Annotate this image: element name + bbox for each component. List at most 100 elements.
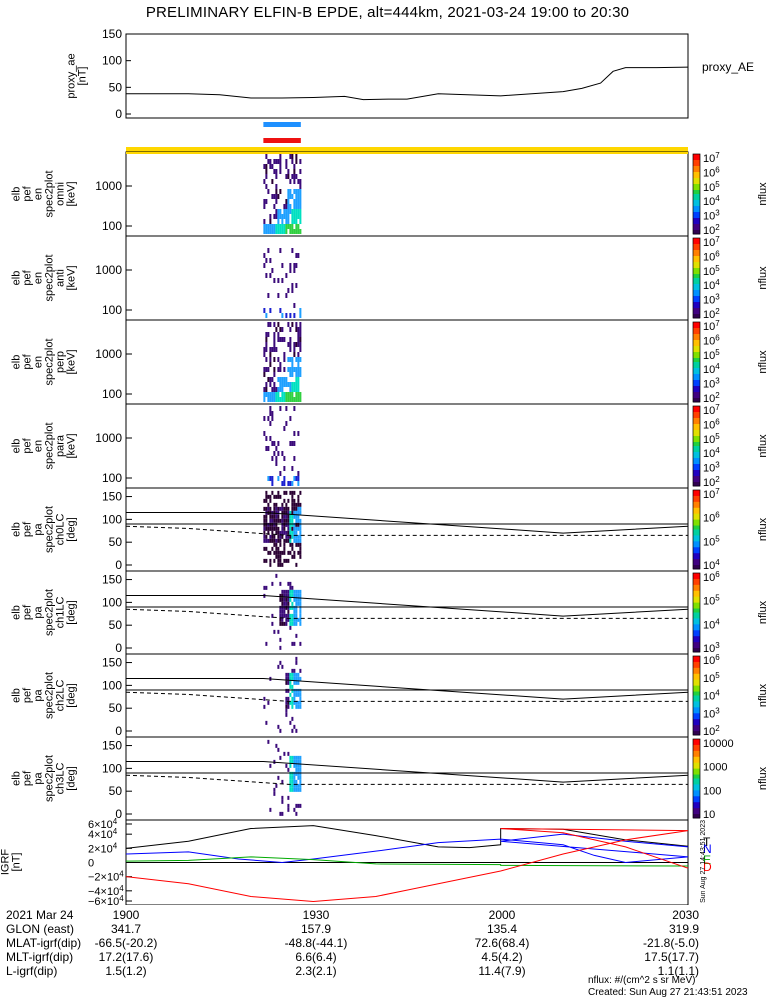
- colorbar-segment: [693, 543, 700, 546]
- pitch-angle-cell: [279, 558, 282, 563]
- colorbar-segment: [693, 535, 700, 538]
- spectrogram-cell: [289, 204, 292, 209]
- spectrogram-cell: [267, 397, 270, 402]
- pitch-angle-cell: [295, 562, 298, 567]
- colorbar-segment: [693, 366, 700, 369]
- pitch-angle-cell: [293, 530, 296, 535]
- pitch-angle-ytick-label: 0: [115, 807, 122, 821]
- colorbar-tick-label: 106: [703, 570, 720, 584]
- spectrogram-cell: [297, 209, 300, 214]
- colorbar-segment: [693, 796, 700, 799]
- pitch-angle-cell: [293, 771, 296, 776]
- spectrogram-ylabel-line: omni: [55, 182, 67, 206]
- spectrogram-cell: [279, 471, 282, 476]
- pitch-angle-cell: [287, 514, 290, 519]
- spectrogram-frame: [125, 151, 689, 237]
- colorbar-segment: [693, 186, 700, 189]
- colorbar-segment: [693, 348, 700, 351]
- pitch-angle-cell: [277, 558, 280, 563]
- igrf-legend-D: D: [703, 860, 712, 874]
- pitch-angle-cell: [289, 550, 292, 555]
- spectrogram-cell: [295, 476, 298, 481]
- spectrogram-cell: [293, 204, 296, 209]
- colorbar-segment: [693, 525, 700, 529]
- pitch-angle-cell: [285, 708, 288, 713]
- pitch-angle-cell: [287, 795, 290, 800]
- pitch-angle-cell: [263, 506, 266, 511]
- colorbar-tick-label: 104: [703, 194, 720, 208]
- colorbar-segment: [693, 567, 700, 570]
- colorbar-segment: [693, 336, 700, 339]
- colorbar-segment: [693, 454, 700, 457]
- spectrogram-cell: [281, 481, 284, 486]
- spectrogram-cell: [275, 194, 278, 199]
- pitch-angle-cell: [283, 530, 286, 535]
- spectrogram-cell: [283, 229, 286, 234]
- spectrogram-cell: [283, 397, 286, 402]
- chart-title: PRELIMINARY ELFIN-B EPDE, alt=444km, 202…: [145, 4, 630, 21]
- spectrogram-cell: [297, 431, 300, 436]
- spectrogram-cell: [297, 362, 300, 367]
- colorbar-segment: [693, 244, 700, 247]
- pitch-angle-cell: [281, 526, 284, 531]
- spectrogram-cell: [295, 194, 298, 199]
- spectrogram-cell: [273, 382, 276, 387]
- pitch-angle-cell: [299, 668, 302, 673]
- spectrogram-cell: [263, 431, 266, 436]
- pitch-angle-cell: [299, 601, 302, 606]
- colorbar-tick-label: 104: [703, 558, 720, 572]
- spectrogram-cell: [269, 392, 272, 397]
- spectrogram-cell: [285, 174, 288, 179]
- spectrogram-cell: [297, 253, 300, 258]
- spectrogram-cell: [269, 421, 272, 426]
- colorbar-tick-label: 107: [703, 403, 720, 417]
- pitch-angle-cell: [265, 585, 268, 590]
- spectrogram-cell: [283, 204, 286, 209]
- colorbar-segment: [693, 541, 700, 544]
- colorbar-segment: [693, 354, 700, 357]
- colorbar-segment: [693, 592, 700, 596]
- spectrogram-cell: [291, 441, 294, 446]
- pitch-angle-cell: [297, 680, 300, 685]
- spectrogram-cell: [265, 258, 268, 263]
- colorbar-tick-label: 105: [703, 432, 720, 446]
- colorbar-segment: [693, 250, 700, 253]
- colorbar-tick-label: 107: [703, 151, 720, 165]
- spectrogram-ylabel-line: para: [55, 434, 67, 457]
- colorbar-segment: [693, 606, 700, 610]
- pitch-angle-cell: [295, 510, 298, 515]
- spectrogram-cell: [265, 382, 268, 387]
- spectrogram-cell: [283, 224, 286, 229]
- colorbar-segment: [693, 466, 700, 469]
- pitch-angle-cell: [297, 700, 300, 705]
- pitch-angle-cell: [265, 558, 268, 563]
- pitch-angle-cell: [275, 526, 278, 531]
- pitch-angle-cell: [285, 490, 288, 495]
- colorbar-segment: [693, 196, 700, 199]
- spectrogram-cell: [271, 397, 274, 402]
- spectrogram-cell: [295, 327, 298, 332]
- colorbar-segment: [693, 190, 700, 193]
- colorbar-segment: [693, 612, 700, 615]
- spectrogram-cell: [267, 367, 270, 372]
- spectrogram-cell: [291, 466, 294, 471]
- colorbar-segment: [693, 739, 700, 742]
- colorbar-segment: [693, 731, 700, 734]
- colorbar-segment: [693, 620, 700, 623]
- igrf-series-D: [125, 828, 689, 902]
- spectrogram-cell: [297, 367, 300, 372]
- spectrogram-cell: [293, 268, 296, 273]
- spectrogram-cell: [265, 436, 268, 441]
- colorbar-segment: [693, 497, 700, 501]
- pitch-angle-ylabel-line: elb: [11, 771, 23, 786]
- spectrogram-cell: [283, 337, 286, 342]
- pitch-angle-ylabel-line: pa: [33, 606, 45, 619]
- pitch-angle-cell: [299, 534, 302, 539]
- pitch-angle-cell: [299, 704, 302, 709]
- spectrogram-cell: [275, 327, 278, 332]
- pitch-angle-cell: [295, 593, 298, 598]
- pitch-angle-cell: [297, 538, 300, 543]
- colorbar-segment: [693, 472, 700, 475]
- spectrogram-cell: [285, 214, 288, 219]
- pitch-angle-cell: [273, 550, 276, 555]
